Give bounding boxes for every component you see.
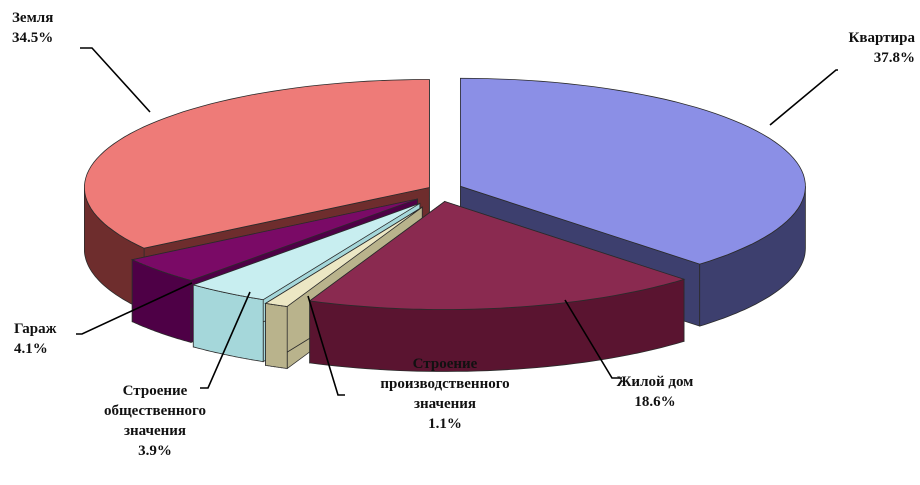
pie-labels: Квартира 37.8% Жилой дом 18.6% Строение произ… xyxy=(12,10,915,459)
leader-line xyxy=(200,291,251,389)
data-label-value: 34.5% xyxy=(12,30,53,46)
leader-line xyxy=(564,299,622,379)
data-label-value: 3.9% xyxy=(138,443,172,459)
data-label-category: значения xyxy=(124,423,186,439)
data-label-category: производственного xyxy=(380,376,509,392)
pie-slice-top xyxy=(459,77,806,265)
data-label-category: Жилой дом xyxy=(617,374,694,390)
data-label-value: 4.1% xyxy=(14,341,48,357)
pie-slice-top xyxy=(308,201,686,310)
pie-slice-top xyxy=(191,203,421,301)
data-label-category: Строение xyxy=(123,383,188,399)
pie-slice-top xyxy=(264,206,423,307)
data-label-category: Земля xyxy=(12,10,53,26)
data-label-value: 37.8% xyxy=(874,50,915,66)
data-label-value: 1.1% xyxy=(428,416,462,432)
data-label-category: значения xyxy=(414,396,476,412)
pie-slice-top xyxy=(83,79,430,249)
pie-slice xyxy=(308,200,686,372)
leader-line xyxy=(80,47,151,113)
pie-slice-side xyxy=(265,303,288,369)
data-label-category: Строение xyxy=(413,356,478,372)
pie-slice-top xyxy=(130,198,418,281)
data-label-category: Гараж xyxy=(14,321,57,337)
leader-line xyxy=(76,282,193,335)
data-label-value: 18.6% xyxy=(634,394,675,410)
leader-line xyxy=(307,295,345,396)
leader-line xyxy=(769,69,838,126)
data-label-category: общественного xyxy=(104,403,206,419)
data-label-category: Квартира xyxy=(849,30,916,46)
pie-slices xyxy=(83,77,806,372)
